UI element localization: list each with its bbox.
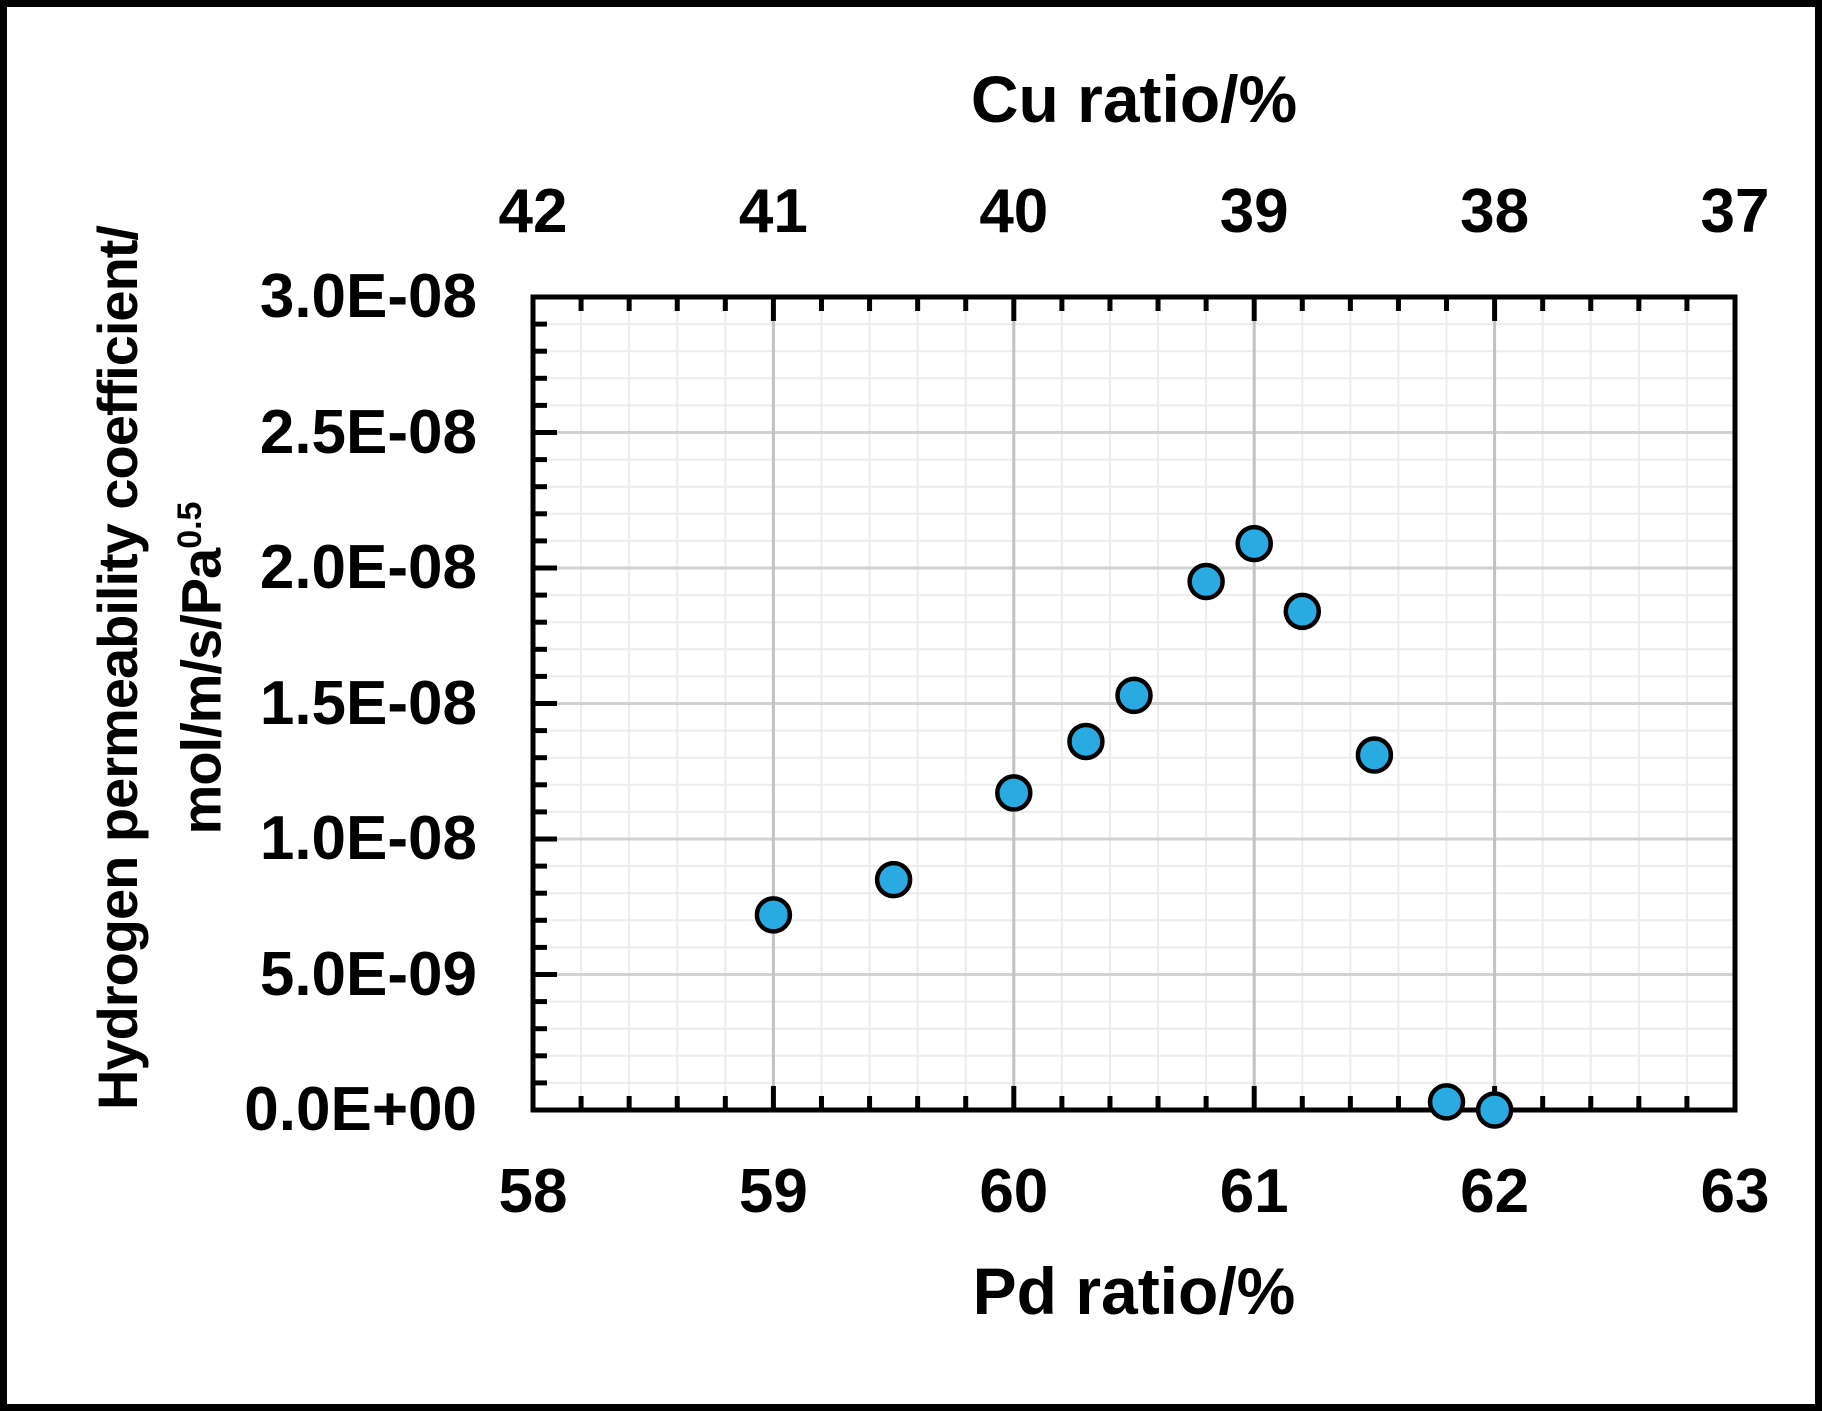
x-bottom-tick-label: 62 xyxy=(1460,1157,1530,1226)
x-bottom-tick-label: 59 xyxy=(738,1157,808,1226)
x-bottom-tick-label: 58 xyxy=(498,1157,568,1226)
y-axis-title-line1: Hydrogen permeability coefficient/ xyxy=(86,226,149,1110)
x-top-tick-label: 38 xyxy=(1460,177,1530,246)
top-axis-title: Cu ratio/% xyxy=(970,62,1298,136)
y-tick-label: 1.0E-08 xyxy=(259,804,477,873)
x-top-tick-label: 41 xyxy=(738,177,808,246)
data-point xyxy=(1283,592,1322,631)
data-point xyxy=(1067,722,1105,761)
bottom-axis-title: Pd ratio/% xyxy=(972,1254,1296,1328)
data-point xyxy=(874,860,913,899)
plot-frame xyxy=(530,294,1738,1113)
x-top-tick-label: 42 xyxy=(498,177,568,246)
y-tick-label: 3.0E-08 xyxy=(259,262,477,331)
y-tick-label: 2.0E-08 xyxy=(259,533,477,602)
y-tick-label: 2.5E-08 xyxy=(259,397,477,467)
data-point xyxy=(1187,562,1225,601)
data-point xyxy=(1115,676,1153,715)
x-bottom-tick-label: 63 xyxy=(1700,1157,1770,1226)
data-point xyxy=(754,896,793,934)
y-tick-label: 0.0E+00 xyxy=(244,1075,477,1144)
data-point xyxy=(1355,736,1394,774)
data-point xyxy=(1235,524,1273,563)
x-bottom-tick-label: 60 xyxy=(979,1157,1049,1226)
data-point xyxy=(1475,1091,1514,1129)
x-top-tick-label: 37 xyxy=(1700,177,1770,246)
data-point xyxy=(995,774,1033,812)
y-tick-label: 1.5E-08 xyxy=(259,668,477,738)
data-point xyxy=(1427,1083,1466,1121)
x-bottom-tick-label: 61 xyxy=(1219,1157,1289,1226)
x-top-tick-label: 39 xyxy=(1219,177,1289,246)
y-tick-label: 5.0E-09 xyxy=(259,939,477,1009)
x-top-tick-label: 40 xyxy=(979,177,1049,246)
